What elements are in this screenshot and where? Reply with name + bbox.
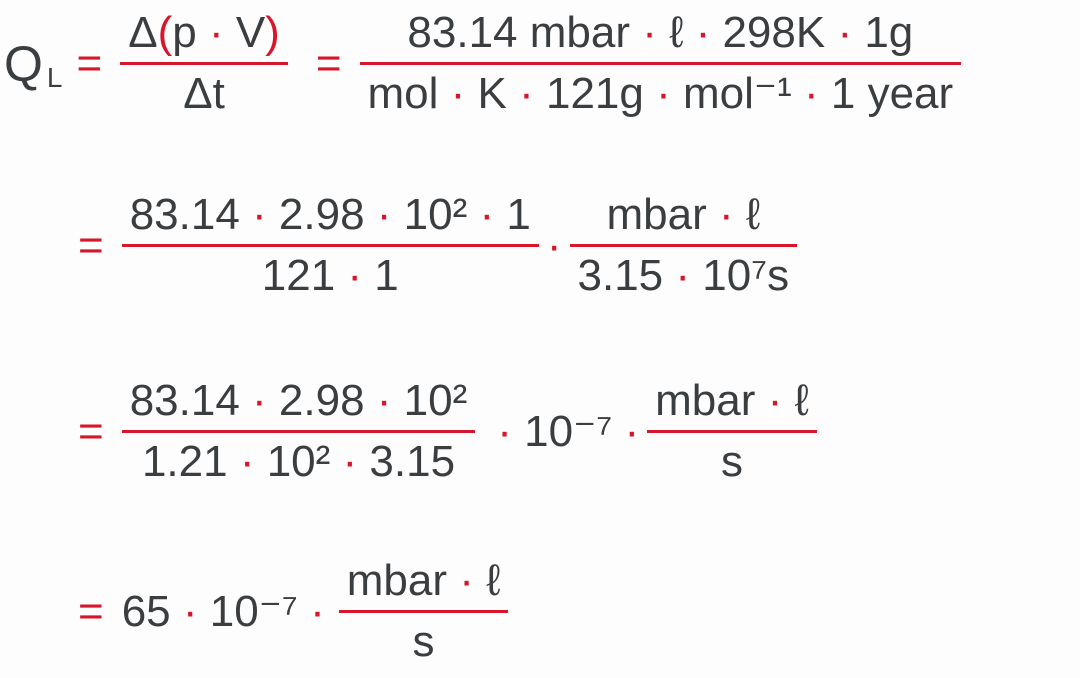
close-paren: ) — [265, 8, 280, 57]
denominator: 1.21 · 10² · 3.15 — [141, 437, 456, 486]
equation-row-3: = 83.14 · 2.98 · 10² 1.21 · 10² · 3.15 ·… — [66, 372, 817, 491]
open-paren: ( — [157, 8, 173, 57]
multiply-dot: · — [376, 376, 392, 425]
multiply-dot: · — [252, 190, 267, 239]
fraction-units: mbar · ℓ s — [647, 372, 817, 491]
leak-rate-subscript: L — [46, 61, 63, 93]
multiply-dot: · — [459, 556, 474, 605]
multiply-dot: · — [342, 437, 358, 486]
numerator: mbar · ℓ — [655, 376, 809, 425]
denominator: s — [720, 437, 743, 486]
equals-sign: = — [76, 38, 103, 88]
denominator: Δt — [183, 69, 225, 118]
multiply-dot: · — [719, 190, 734, 239]
equals-sign: = — [78, 220, 104, 270]
multiply-dot: · — [252, 376, 267, 425]
multiply-dot: · — [656, 69, 671, 118]
multiply-dot: · — [624, 407, 640, 456]
numerator: mbar · ℓ — [606, 190, 761, 239]
multiply-dot: · — [695, 8, 711, 57]
denominator: s — [412, 617, 435, 666]
result-value: 65 · 10⁻⁷ · — [121, 587, 325, 636]
multiply-dot: · — [642, 8, 657, 57]
fraction-numeric: 83.14 · 2.98 · 10² 1.21 · 10² · 3.15 — [121, 372, 476, 491]
leak-rate-symbol: Q — [4, 35, 43, 92]
fraction-units: mbar · ℓ s — [338, 552, 509, 671]
multiply-dot: · — [837, 8, 853, 57]
numerator: 83.14 mbar · ℓ · 298K · 1g — [407, 8, 914, 57]
denominator: 3.15 · 10⁷s — [577, 251, 790, 300]
multiply-dot: · — [675, 251, 691, 300]
fraction-bar — [121, 244, 539, 247]
equals-sign: = — [78, 586, 104, 636]
fraction-bar — [359, 62, 962, 65]
denominator: 121 · 1 — [261, 251, 399, 300]
denominator: mol · K · 121g · mol⁻¹ · 1 year — [367, 69, 954, 118]
fraction-bar — [338, 610, 509, 613]
multiply-dot: · — [767, 376, 783, 425]
delta-symbol: Δ — [128, 8, 158, 57]
multiply-dot: · — [479, 190, 495, 239]
equals-sign: = — [315, 38, 342, 88]
multiply-dot: · — [239, 437, 255, 486]
fraction-numeric: 83.14 · 2.98 · 10² · 1 121 · 1 — [121, 186, 539, 305]
fraction-bar — [647, 430, 817, 433]
numerator: Δ(p · V) — [120, 4, 288, 62]
multiply-dot: · — [519, 69, 534, 118]
equation-row-4: = 65 · 10⁻⁷ · mbar · ℓ s — [66, 552, 509, 671]
pv-term: p · V — [172, 8, 266, 57]
fraction-bar — [121, 430, 476, 433]
multiply-dot: · — [208, 8, 224, 57]
numerator: 83.14 · 2.98 · 10² · 1 — [129, 190, 531, 239]
fraction-bar — [120, 62, 288, 65]
multiply-dot: · — [547, 221, 562, 271]
equals-sign: = — [78, 406, 104, 456]
numerator: mbar · ℓ — [346, 556, 501, 605]
fraction-delta-pv-over-delta-t: Δ(p · V) Δt — [120, 4, 288, 123]
multiply-dot: · — [497, 407, 512, 456]
fraction-values: 83.14 mbar · ℓ · 298K · 1g mol · K · 121… — [359, 4, 962, 123]
multiply-dot: · — [804, 69, 819, 118]
power-factor: · 10⁻⁷ · — [497, 407, 640, 456]
equation-row-2: = 83.14 · 2.98 · 10² · 1 121 · 1 · mbar … — [66, 186, 798, 305]
multiply-dot: · — [310, 587, 325, 636]
multiply-dot: · — [376, 190, 392, 239]
fraction-units: mbar · ℓ 3.15 · 10⁷s — [569, 186, 798, 305]
multiply-dot: · — [450, 69, 466, 118]
multiply-dot: · — [546, 220, 562, 270]
numerator: 83.14 · 2.98 · 10² — [129, 376, 468, 425]
fraction-bar — [569, 244, 798, 247]
multiply-dot: · — [182, 587, 198, 636]
multiply-dot: · — [347, 251, 363, 300]
